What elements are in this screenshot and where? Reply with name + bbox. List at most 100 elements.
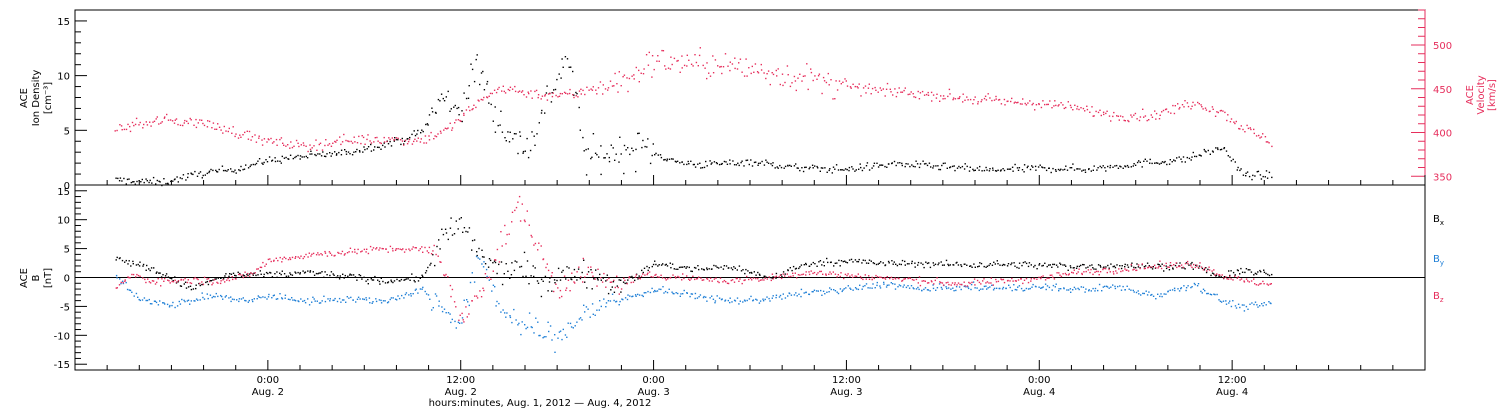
field-point-bz <box>369 245 372 248</box>
field-point-bx <box>810 263 812 266</box>
ion-density-point <box>461 110 463 112</box>
field-point-bz <box>495 259 497 261</box>
field-point-bz <box>418 249 420 252</box>
field-point-bz <box>957 282 960 284</box>
velocity-point <box>751 65 753 68</box>
field-point-bx <box>657 265 659 267</box>
velocity-point <box>163 117 166 119</box>
field-point-bx <box>1022 261 1025 264</box>
field-point-bx <box>220 277 223 279</box>
velocity-point <box>952 97 955 99</box>
field-point-bx <box>509 277 511 279</box>
velocity-point <box>134 123 137 126</box>
ion-density-point <box>545 92 548 94</box>
velocity-point <box>746 75 748 77</box>
field-point-by <box>583 304 585 306</box>
field-point-bx <box>554 282 556 284</box>
velocity-point <box>367 134 369 136</box>
field-point-bx <box>205 281 207 284</box>
field-point-bz <box>197 278 199 281</box>
field-point-bz <box>743 279 745 282</box>
field-point-bx <box>957 264 960 266</box>
field-point-by <box>312 296 314 298</box>
field-point-by <box>174 306 176 309</box>
field-point-bx <box>125 259 127 262</box>
field-point-bz <box>348 251 350 253</box>
ion-density-point <box>709 160 711 162</box>
field-point-by <box>1152 295 1155 297</box>
ion-density-point <box>1016 167 1019 169</box>
velocity-point <box>223 125 225 128</box>
field-point-by <box>139 299 141 302</box>
velocity-point <box>779 83 781 86</box>
field-point-bz <box>1049 274 1051 276</box>
field-point-bx <box>651 265 653 268</box>
ion-density-point <box>721 162 723 165</box>
field-point-bz <box>300 255 302 257</box>
field-point-bz <box>1083 271 1085 273</box>
field-point-bz <box>1153 264 1156 266</box>
velocity-point <box>957 97 959 100</box>
ion-density-point <box>789 164 791 167</box>
velocity-point <box>483 96 485 99</box>
velocity-point <box>187 122 189 125</box>
ion-density-point <box>1176 157 1178 159</box>
ion-density-point <box>1012 170 1014 172</box>
velocity-point <box>1118 119 1120 121</box>
ion-density-point <box>679 162 681 164</box>
field-point-by <box>1027 288 1030 290</box>
field-point-bz <box>219 282 222 285</box>
field-point-by <box>1235 307 1238 309</box>
field-point-bz <box>213 279 216 281</box>
velocity-point <box>995 98 997 100</box>
velocity-point <box>830 79 832 81</box>
field-point-by <box>578 318 581 320</box>
field-point-bx <box>934 263 937 265</box>
ion-density-point <box>499 124 501 126</box>
velocity-point <box>760 63 762 66</box>
field-point-by <box>603 298 605 300</box>
field-point-bz <box>538 242 540 244</box>
ion-density-point <box>958 165 960 168</box>
field-point-bx <box>1188 264 1190 266</box>
field-point-by <box>1161 295 1163 298</box>
field-point-by <box>645 292 647 294</box>
field-point-bx <box>999 264 1001 266</box>
field-point-bx <box>371 279 374 281</box>
field-point-by <box>845 287 847 289</box>
field-point-bx <box>973 263 975 265</box>
field-point-bz <box>498 261 501 263</box>
ion-density-point <box>1260 178 1263 180</box>
field-point-bx <box>1057 266 1059 268</box>
ion-density-point <box>997 169 999 171</box>
field-point-bz <box>450 295 452 298</box>
field-point-bx <box>415 276 417 278</box>
field-point-bz <box>389 245 392 248</box>
field-point-by <box>642 295 644 298</box>
ion-density-point <box>182 174 185 176</box>
field-point-by <box>193 300 195 302</box>
field-point-bx <box>740 270 743 272</box>
field-point-by <box>826 291 828 293</box>
velocity-point <box>602 93 604 95</box>
field-point-by <box>394 298 397 300</box>
field-point-bz <box>530 234 532 237</box>
field-point-bz <box>427 252 430 254</box>
field-point-bz <box>822 273 824 275</box>
velocity-point <box>1181 104 1184 106</box>
field-point-bx <box>235 275 237 277</box>
velocity-point <box>201 119 203 121</box>
x-tick-date: Aug. 4 <box>1216 387 1248 398</box>
field-point-bx <box>896 264 899 267</box>
field-point-bz <box>506 233 508 236</box>
velocity-point <box>1158 118 1161 120</box>
field-point-bz <box>584 276 586 278</box>
field-point-bz <box>317 252 319 254</box>
ion-density-point <box>407 138 409 140</box>
velocity-point <box>771 72 773 74</box>
field-point-bz <box>115 287 117 289</box>
field-point-by <box>199 299 201 301</box>
field-point-bz <box>620 288 623 290</box>
velocity-point <box>683 64 686 67</box>
ion-density-point <box>729 163 731 165</box>
